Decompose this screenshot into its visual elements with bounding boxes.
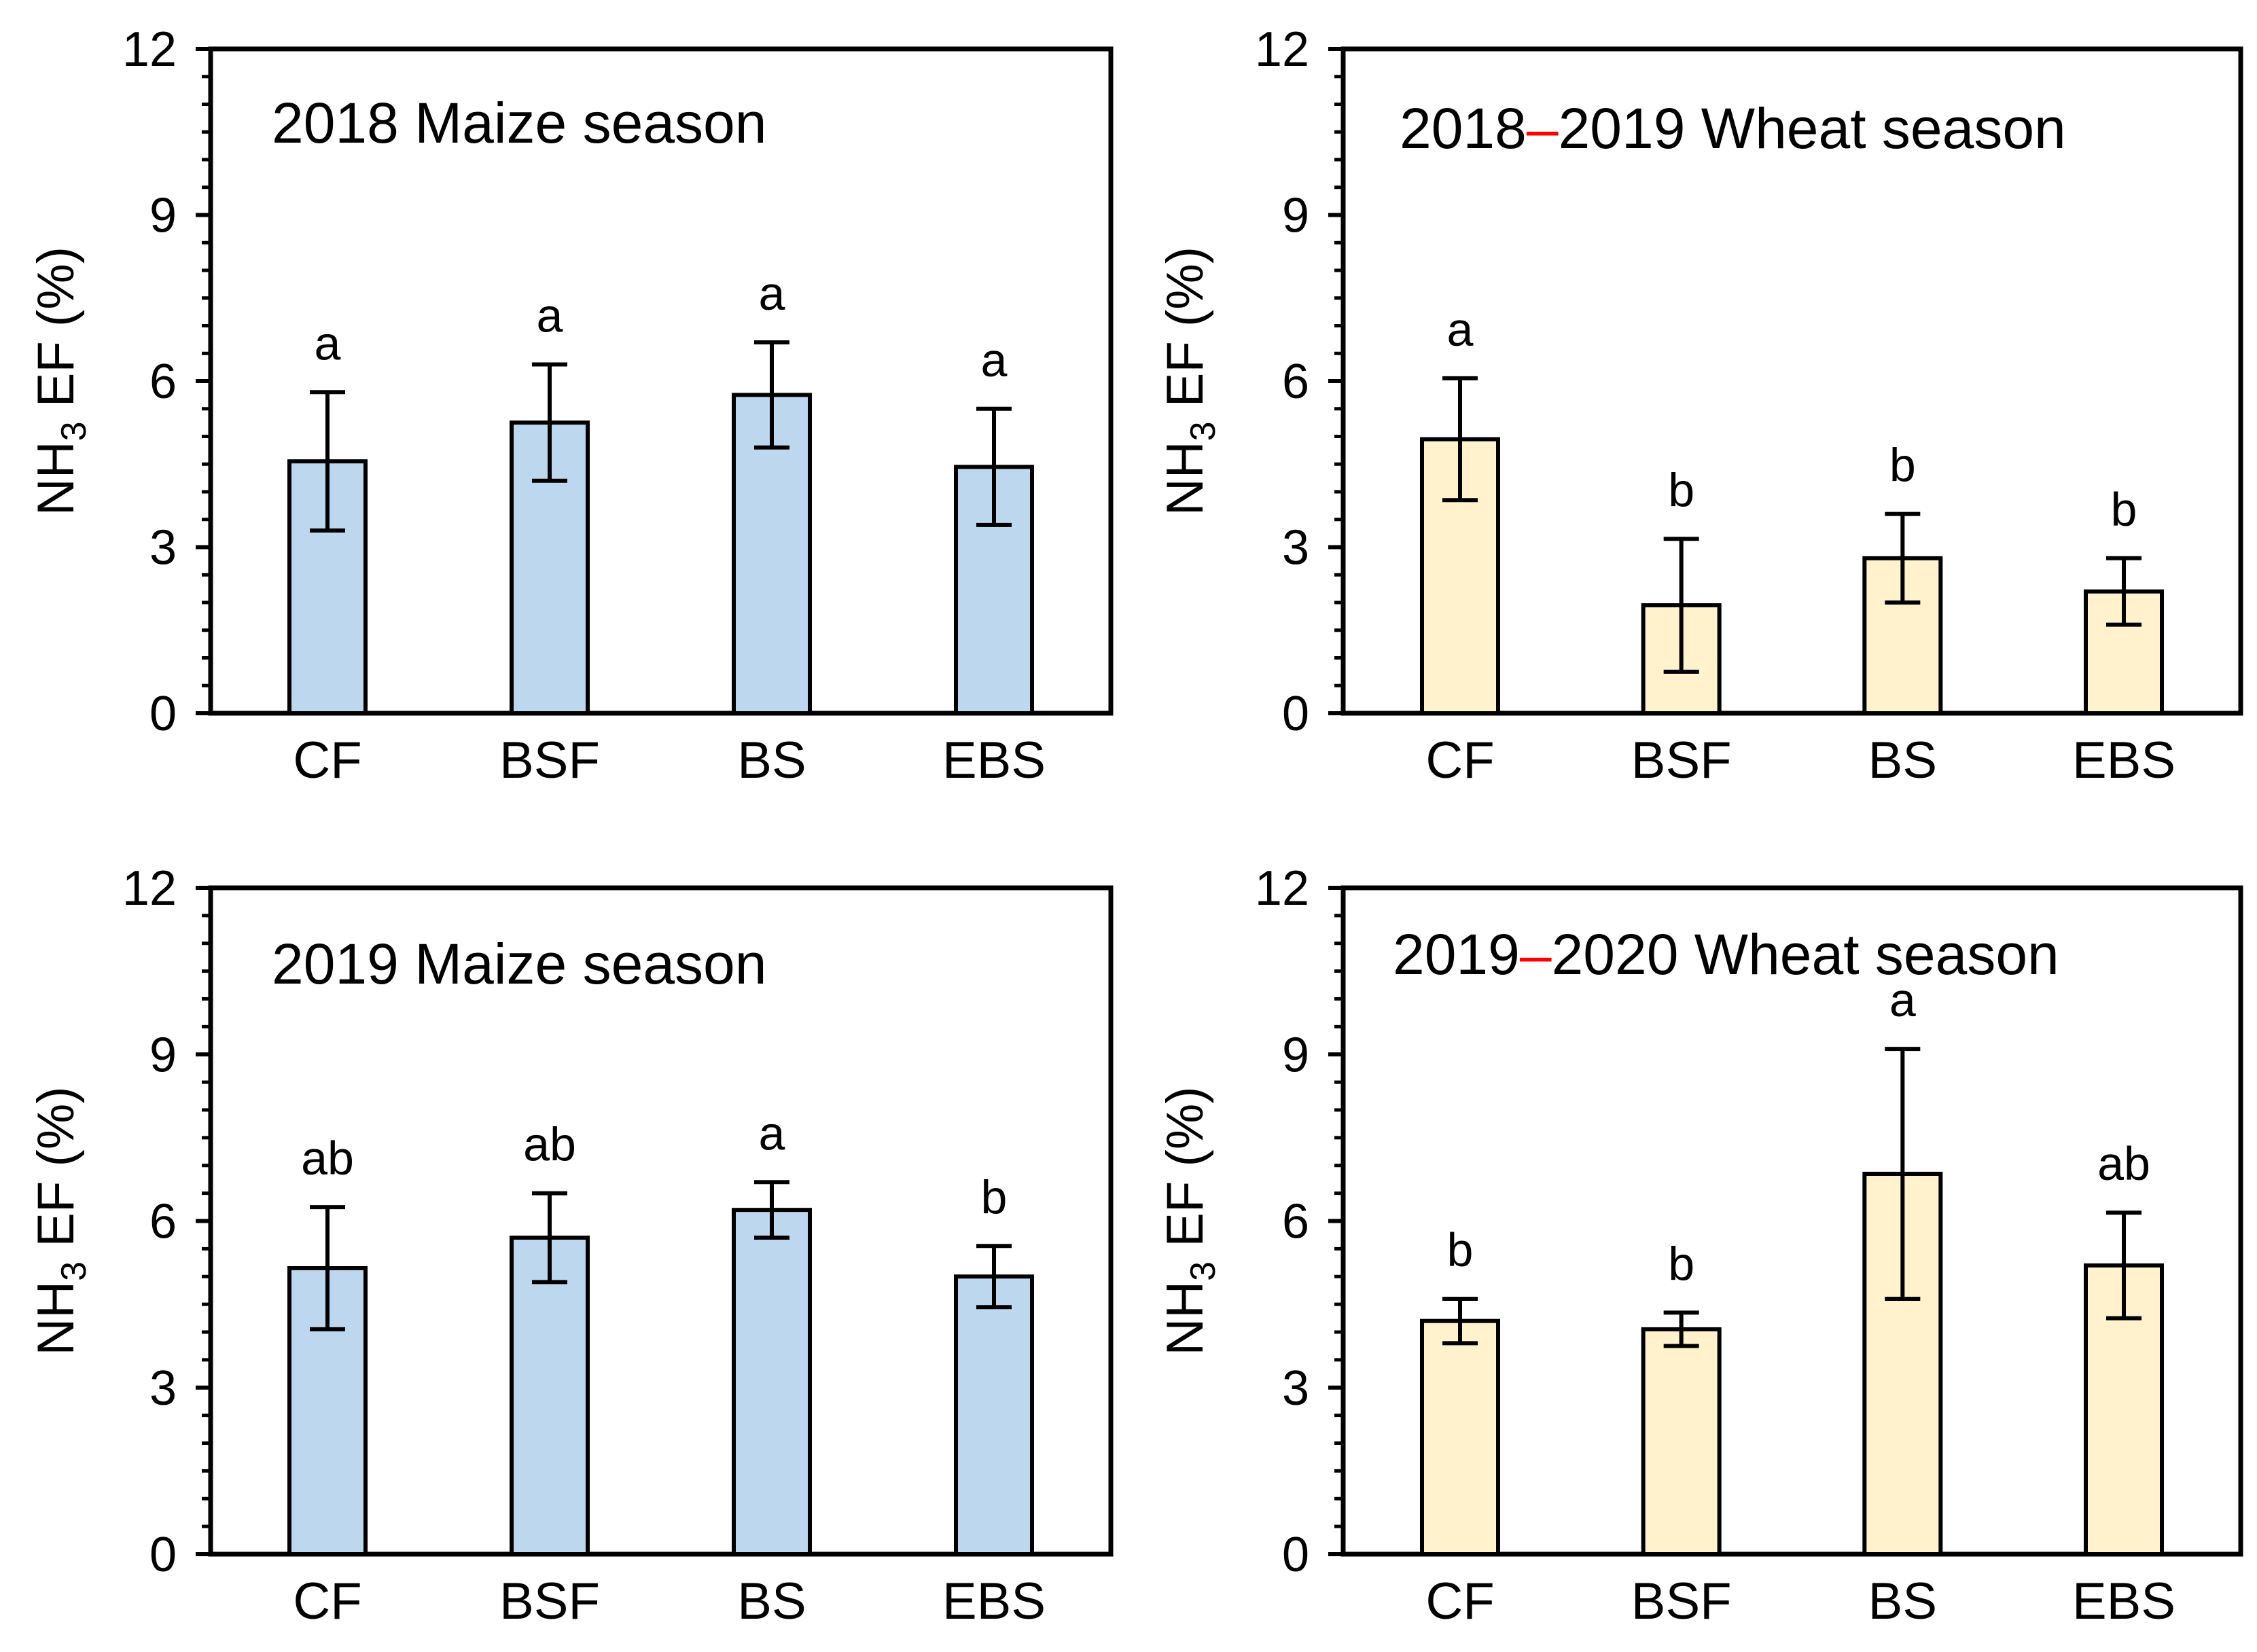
y-axis-label: NH3 EF (%) [1156,247,1223,516]
y-tick-label: 6 [149,355,177,409]
chart-title: 2019–2020 Wheat season [1393,922,2059,986]
significance-label: a [537,289,563,342]
significance-label: ab [2097,1137,2150,1190]
category-label: CF [293,1573,361,1630]
significance-label: b [1668,463,1694,516]
y-tick-label: 9 [149,189,177,243]
category-label: CF [293,732,361,789]
bar-ebs [954,1274,1034,1556]
title-part: 2020 Wheat season [1552,922,2059,986]
chart-title: 2019 Maize season [272,932,766,996]
y-tick-label: 9 [149,1028,177,1082]
category-label: EBS [942,1573,1046,1630]
y-axis-label-subscript: 3 [54,421,94,441]
significance-label: b [2111,483,2137,536]
y-tick-label: 0 [149,1528,177,1582]
y-tick-label: 0 [149,687,177,741]
category-label: BS [737,732,806,789]
y-axis-label-subscript: 3 [1184,1261,1223,1281]
y-axis-label-rest: EF (%) [1156,1086,1214,1261]
category-label: CF [1425,732,1494,789]
y-tick-label: 6 [1282,355,1309,409]
y-tick-label: 0 [1282,1528,1309,1582]
category-label: BSF [1631,732,1732,789]
y-tick-label: 3 [1282,1361,1309,1416]
y-tick-label: 12 [122,22,177,77]
significance-label: b [1668,1237,1694,1290]
y-axis-label-main: NH [27,441,85,516]
significance-label: a [759,267,785,320]
bar-cf [1420,1318,1500,1557]
y-axis-label-rest: EF (%) [1156,247,1214,422]
title-part: 2018 Maize season [272,91,766,155]
title-part: 2018 [1400,96,1527,160]
y-tick-label: 9 [1282,189,1309,243]
y-axis-label-main: NH [1156,441,1214,516]
category-label: BS [1868,732,1937,789]
y-tick-label: 6 [149,1195,177,1249]
y-axis-label-rest: EF (%) [27,247,85,422]
y-tick-label: 6 [1282,1195,1309,1249]
significance-label: ab [523,1118,576,1171]
category-label: BSF [1631,1573,1732,1630]
significance-label: ab [301,1132,354,1185]
significance-label: a [1447,303,1474,356]
y-axis-label-main: NH [27,1281,85,1356]
category-label: EBS [2072,732,2175,789]
y-axis-label-main: NH [1156,1281,1214,1356]
title-dash: – [1527,96,1559,160]
chart-title: 2018–2019 Wheat season [1400,96,2066,160]
bar-cf [287,1265,368,1557]
bar-bsf [510,1236,590,1557]
y-tick-label: 12 [122,861,177,916]
bar-bs [732,1208,812,1557]
category-label: BSF [499,732,600,789]
y-axis-label: NH3 EF (%) [27,247,94,516]
title-part: 2019 [1393,922,1520,986]
y-tick-label: 3 [149,521,177,575]
category-label: BSF [499,1573,600,1630]
significance-label: a [759,1107,785,1160]
category-label: BS [737,1573,806,1630]
y-tick-label: 3 [1282,521,1309,575]
bar-bsf [1641,1327,1722,1556]
category-label: CF [1425,1573,1494,1630]
y-tick-label: 12 [1255,22,1309,77]
category-label: EBS [942,732,1046,789]
title-part: 2019 Wheat season [1559,96,2066,160]
y-axis-label: NH3 EF (%) [27,1086,94,1355]
y-tick-label: 12 [1255,861,1309,916]
title-dash: – [1520,922,1552,986]
y-tick-label: 3 [149,1361,177,1416]
y-axis-label: NH3 EF (%) [1156,1086,1223,1355]
y-axis-label-subscript: 3 [1184,421,1223,441]
y-axis-label-rest: EF (%) [27,1086,85,1261]
y-tick-label: 9 [1282,1028,1309,1082]
title-part: 2019 Maize season [272,932,766,996]
category-label: EBS [2072,1573,2175,1630]
y-tick-label: 0 [1282,687,1309,741]
chart-title: 2018 Maize season [272,91,766,155]
y-axis-label-subscript: 3 [54,1261,94,1281]
significance-label: a [1889,973,1916,1026]
significance-label: b [1447,1223,1474,1276]
significance-label: b [1889,439,1916,492]
significance-label: b [981,1170,1008,1223]
category-label: BS [1868,1573,1937,1630]
significance-label: a [315,317,341,370]
significance-label: a [981,334,1008,387]
